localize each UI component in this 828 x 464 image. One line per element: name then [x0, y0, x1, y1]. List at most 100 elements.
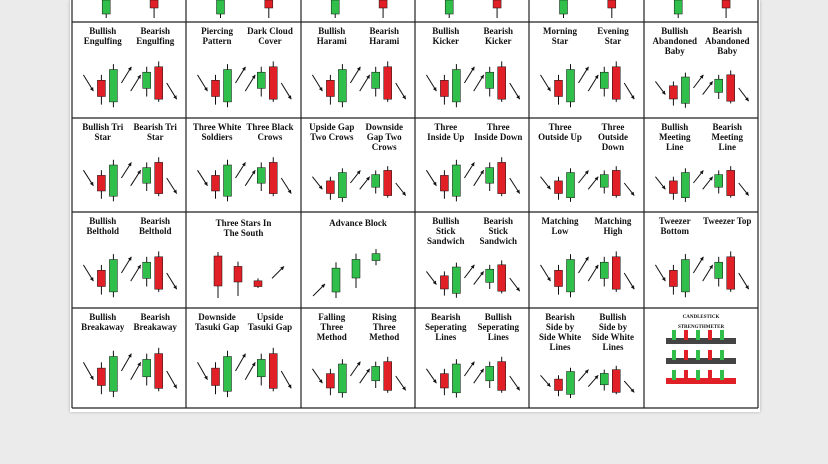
arrow-head [630, 285, 635, 290]
pattern-label-right: High [603, 226, 622, 236]
pattern-label-right: Upside [257, 312, 284, 322]
arrow-head [745, 285, 749, 290]
pattern-label-right: Bearish [712, 122, 742, 132]
arrow-head [432, 87, 437, 92]
arrow-head [480, 74, 484, 79]
candle-body [600, 261, 609, 279]
candle-body [269, 162, 278, 194]
pattern-label-left: Meeting [659, 132, 691, 142]
arrow-head [127, 353, 132, 358]
pattern-label-right: Bullish [599, 312, 626, 322]
pattern-label-right: Breakaway [134, 322, 178, 332]
arrow-head [127, 256, 132, 261]
candle-body [566, 259, 575, 293]
candle-body [440, 80, 449, 97]
pattern-label-left: Three [434, 122, 457, 132]
candle-body [154, 162, 163, 194]
candle-body [612, 256, 621, 290]
pattern-label-left: Inside Up [427, 132, 464, 142]
pattern-label-right: Crows [372, 142, 397, 152]
candle-body [681, 172, 690, 198]
pattern-label-right: Tasuki Gap [248, 322, 292, 332]
candle-body [681, 76, 690, 104]
pattern-label: The South [224, 228, 264, 238]
strengthmeter-mark [696, 330, 700, 340]
arrow-head [432, 280, 437, 285]
pattern-label-left: Three [549, 122, 572, 132]
arrow-head [89, 277, 94, 282]
candle-body [485, 268, 494, 283]
pattern-label-left: Belthold [87, 226, 120, 236]
pattern-label-left: Soldiers [202, 132, 234, 142]
arrow-head [241, 162, 246, 167]
strip-candle [673, 0, 683, 15]
candle-body [383, 66, 392, 100]
arrow-head [173, 285, 177, 290]
pattern-label-left: Stick [436, 226, 456, 236]
pattern-label-right: Bearish [140, 216, 170, 226]
arrow-head [318, 185, 323, 190]
arrow-head [699, 170, 704, 175]
strengthmeter-mark [720, 370, 724, 380]
pattern-label-left: Breakaway [81, 322, 125, 332]
pattern-label-right: Lines [602, 342, 624, 352]
candle-body [331, 267, 341, 293]
arrow-head [709, 81, 713, 86]
poster-grid: BullishEngulfingBearishEngulfingPiercing… [71, 0, 759, 409]
pattern-label-right: Three [373, 322, 396, 332]
pattern-label-left: Tweezer [659, 216, 691, 226]
pattern-label-right: Belthold [139, 226, 172, 236]
candle-body [497, 264, 506, 292]
pattern-label-left: Star [95, 132, 112, 142]
strip-candle [607, 0, 617, 9]
pattern-label-left: Bullish [661, 26, 688, 36]
strengthmeter-mark [672, 370, 676, 380]
arrow-head [584, 369, 589, 374]
pattern-label-right: Outside [598, 132, 628, 142]
candle-body [383, 170, 392, 196]
pattern-label-left: Pattern [203, 36, 232, 46]
candle-body [440, 373, 449, 389]
pattern-label-right: Sandwich [479, 236, 517, 246]
arrow-head [547, 277, 551, 282]
pattern-label-right: Cover [258, 36, 282, 46]
candle-body [566, 172, 575, 198]
pattern-label-right: Bearish [483, 26, 513, 36]
strip-candle [216, 0, 225, 15]
arrow-head [137, 74, 141, 79]
pattern-label-left: Bullish [89, 312, 116, 322]
strengthmeter-mark [708, 370, 712, 380]
candle-body [257, 359, 266, 378]
arrow-head [594, 74, 599, 79]
arrow-head [585, 66, 589, 71]
candle-body [97, 175, 106, 192]
strengthmeter-mark [684, 370, 688, 380]
candle-body [383, 361, 392, 391]
candle-body [452, 363, 461, 394]
pattern-label-right: Matching [594, 216, 631, 226]
pattern-label-right: Kicker [485, 36, 512, 46]
candle-body [566, 371, 575, 395]
candle-body [566, 69, 575, 103]
arrow-head [546, 185, 551, 190]
pattern-label-right: Method [369, 332, 399, 342]
arrow-head [251, 74, 256, 79]
candle-body [338, 172, 347, 198]
pattern-label-left: Side by [546, 322, 575, 332]
strengthmeter-bar [666, 338, 736, 344]
strengthmeter-bar [666, 378, 736, 384]
arrow-head [630, 191, 635, 196]
candle-body [109, 356, 118, 392]
arrow-head [251, 170, 256, 175]
candle-body [326, 80, 335, 97]
arrow-head [287, 189, 292, 194]
arrow-head [516, 189, 520, 194]
candle-body [338, 69, 347, 103]
pattern-label-right: Evening [597, 26, 629, 36]
candle-body [612, 170, 621, 196]
strip-candle [101, 0, 111, 15]
pattern-label-left: Low [552, 226, 570, 236]
candle-body [223, 69, 232, 103]
pattern-label-right: Inside Down [474, 132, 522, 142]
strengthmeter-mark [672, 350, 676, 360]
